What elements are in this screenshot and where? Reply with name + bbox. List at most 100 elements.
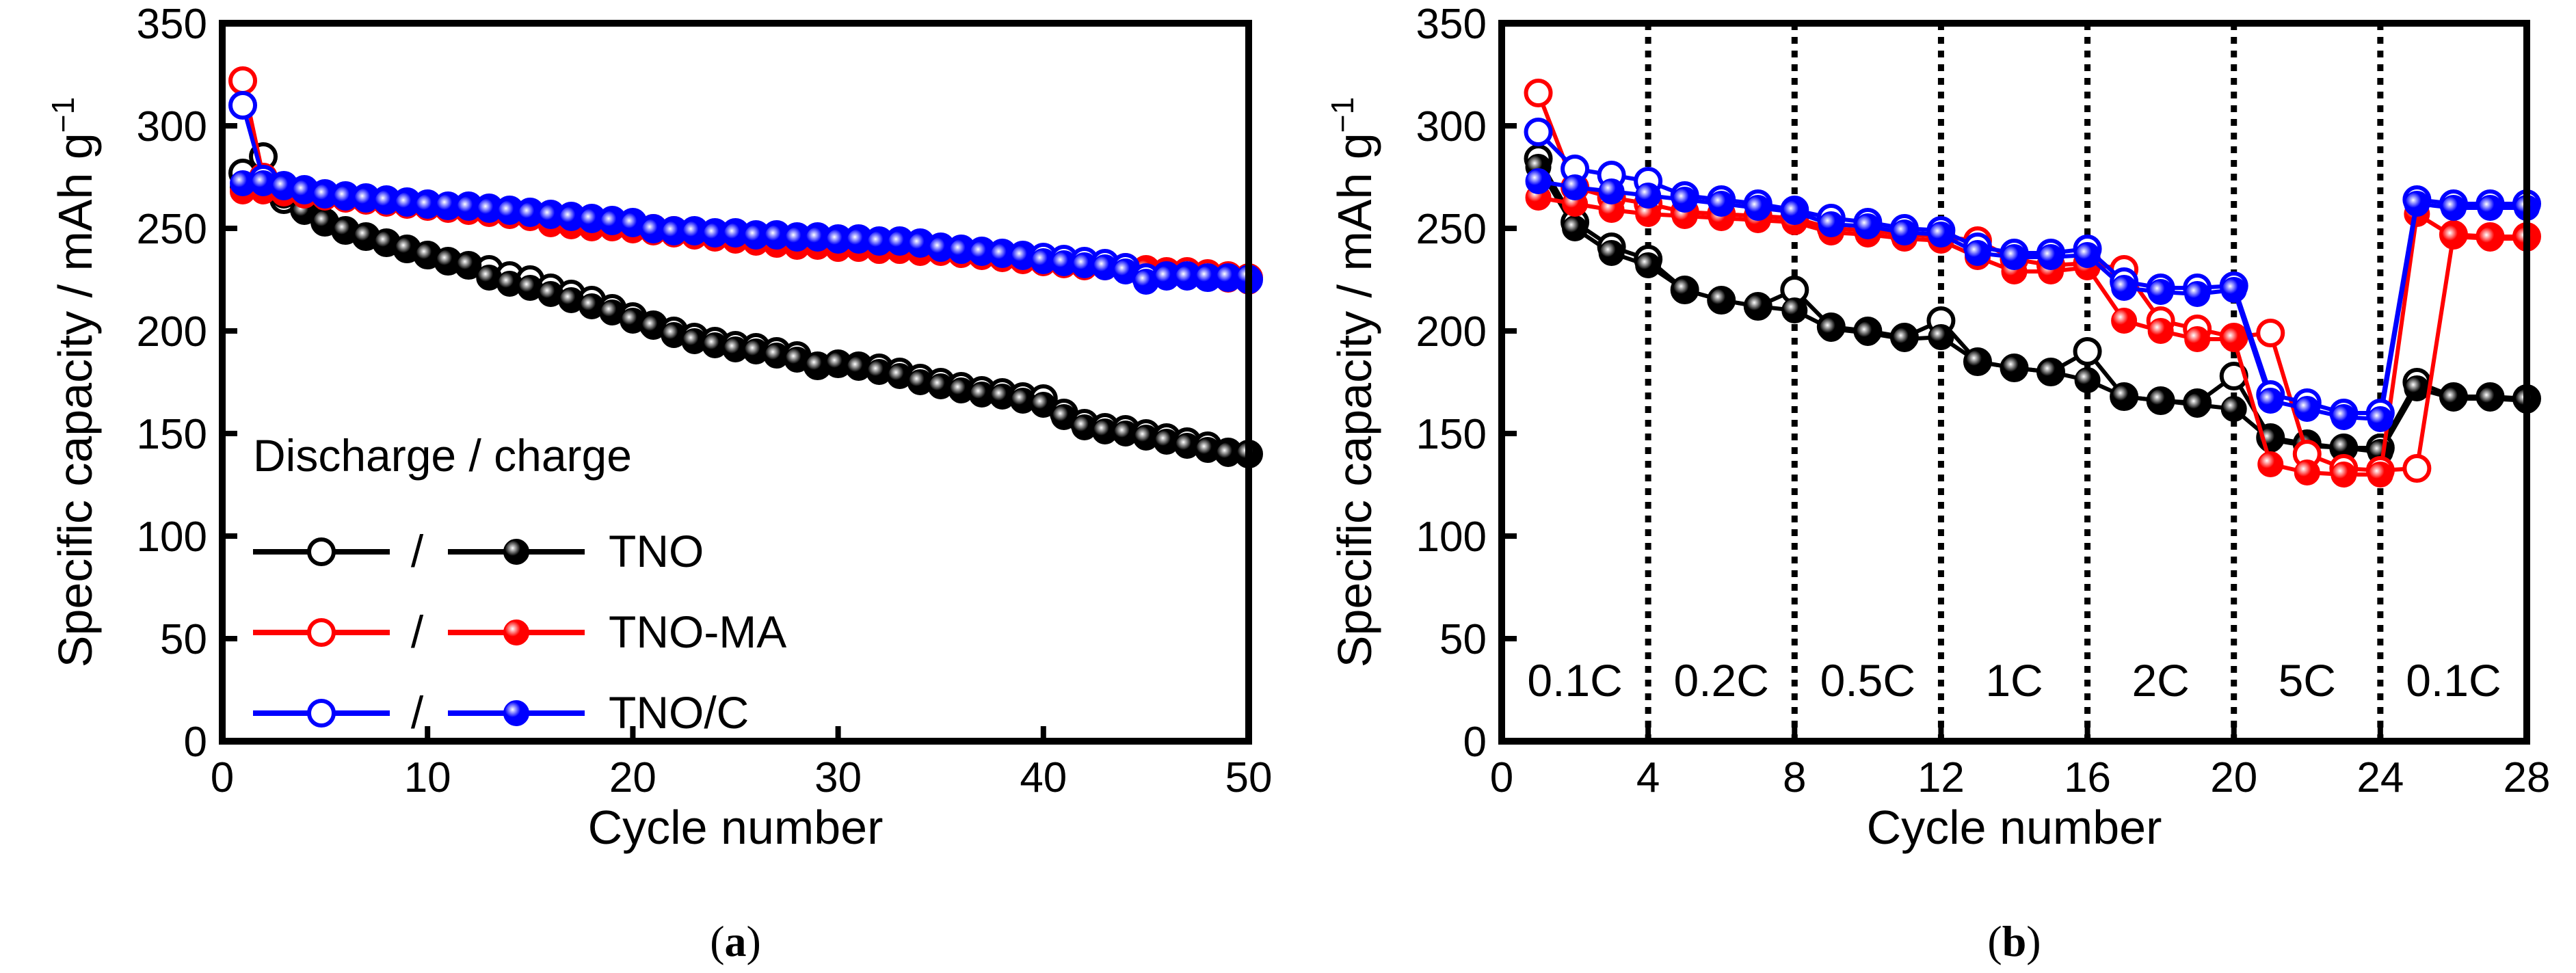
y-tick-label-2: 100 (1416, 514, 1487, 561)
point-tno-charge-8 (1781, 297, 1808, 323)
point-tno-ma-charge-21 (2257, 451, 2284, 477)
point-tno-charge-2 (1562, 215, 1589, 241)
point-tno-ma-discharge-21 (2256, 319, 2285, 347)
point-tno-c-charge-11 (1891, 219, 1917, 245)
point-tno-charge-11 (1891, 326, 1917, 352)
series-tno-ma-charge-line (1538, 196, 2527, 477)
y-tick-label-4: 200 (1416, 308, 1487, 356)
point-tno-c-charge-23 (2331, 404, 2357, 430)
legend-charge-marker (503, 700, 529, 726)
point-tno-c-charge-24 (2367, 406, 2393, 432)
point-tno-c-charge-5 (1671, 187, 1698, 213)
point-tno-ma-charge-26 (2440, 224, 2467, 250)
legend-label-tno-c: TNO/C (609, 687, 749, 738)
panel-b-y-axis-title-main: Specific capacity / mAh g (1328, 133, 1381, 667)
point-tno-charge-15 (2038, 359, 2064, 385)
panel-b-ticks: 0 4 8 12 16 20 24 28 0 50 100 150 200 250 300 350 (1416, 1, 2551, 801)
point-tno-charge-12 (455, 252, 482, 278)
point-tno-charge-10 (1855, 320, 1881, 346)
point-tno-charge-16 (2074, 367, 2101, 393)
rate-label-3: 1C (1985, 655, 2043, 706)
point-tno-charge-27 (2477, 386, 2504, 412)
x-tick-label-1: 10 (404, 754, 451, 801)
legend-discharge-marker (307, 618, 336, 647)
legend-discharge-marker (307, 699, 336, 728)
panel-a-x-axis-title: Cycle number (588, 801, 884, 854)
y-tick-label-3: 150 (137, 411, 207, 458)
point-tno-c-charge-25 (2404, 191, 2430, 217)
point-tno-charge-14 (2001, 355, 2028, 381)
y-tick-label-5: 250 (137, 206, 207, 253)
legend-charge-marker (503, 619, 529, 645)
legend-label-tno: TNO (609, 526, 704, 576)
point-tno-charge-5 (1671, 277, 1698, 303)
y-tick-label-3: 150 (1416, 411, 1487, 458)
point-tno-ma-charge-24 (2367, 462, 2393, 488)
series-tno-charge-line (1536, 165, 2527, 455)
panel-b-rate-labels: 0.1C 0.2C 0.5C 1C 2C 5C 0.1C (1527, 655, 2501, 706)
point-tno-c-charge-7 (1744, 195, 1771, 221)
panel-b-caption-letter: b (2002, 917, 2027, 965)
point-tno-c-charge-44 (1112, 258, 1139, 284)
x-tick-label-4: 16 (2064, 754, 2111, 801)
point-tno-charge-41 (1050, 404, 1077, 430)
point-tno-c-charge-1 (1525, 168, 1552, 194)
x-tick-label-0: 0 (1490, 754, 1513, 801)
point-tno-c-charge-4 (1635, 183, 1662, 209)
x-tick-label-0: 0 (211, 754, 234, 801)
point-tno-ma-charge-19 (2184, 326, 2211, 352)
point-tno-discharge-16 (2073, 337, 2102, 366)
point-tno-charge-3 (1598, 240, 1625, 266)
point-tno-ma-discharge-1 (228, 66, 258, 95)
panel-b-y-axis-title: Specific capacity / mAh g−1 (1325, 97, 1381, 667)
panel-a-ticks: 0 10 20 30 40 50 0 50 100 150 200 250 300 350 (137, 1, 1273, 801)
y-tick-label-5: 250 (1416, 206, 1487, 253)
legend-separator: / (411, 526, 424, 576)
y-tick-label-7: 350 (137, 1, 207, 48)
point-tno-c-charge-26 (2440, 195, 2467, 221)
series-tno-c-discharge-line (1537, 130, 2527, 415)
y-tick-label-4: 200 (137, 308, 207, 356)
rate-label-1: 0.2C (1674, 655, 1769, 706)
y-tick-label-2: 100 (137, 514, 207, 561)
point-tno-c-charge-12 (1928, 222, 1954, 248)
panel-a-caption: (a) (710, 917, 761, 965)
point-tno-c-charge-13 (1964, 240, 1991, 266)
x-tick-label-6: 24 (2356, 754, 2404, 801)
point-tno-c-charge-27 (2477, 195, 2504, 221)
legend-label-tno-ma: TNO-MA (609, 607, 786, 657)
point-tno-c-charge-17 (2111, 275, 2138, 301)
point-tno-charge-17 (2111, 384, 2138, 410)
y-tick-label-0: 0 (184, 719, 207, 766)
legend-entry-tno-ma: / TNO-MA (253, 607, 786, 657)
panel-a-caption-letter: a (725, 917, 747, 965)
panel-a-y-axis-title-superscript: −1 (45, 97, 81, 133)
x-tick-label-2: 20 (609, 754, 656, 801)
legend-charge-marker (503, 539, 529, 565)
point-tno-c-charge-18 (2147, 279, 2174, 305)
panel-a-marks (228, 66, 1263, 468)
point-tno-c-discharge-1 (228, 91, 258, 120)
point-tno-c-discharge-1 (1524, 118, 1553, 146)
point-tno-ma-discharge-25 (2402, 454, 2432, 483)
legend-separator: / (411, 607, 424, 657)
point-tno-charge-18 (2147, 388, 2174, 414)
legend-title: Discharge / charge (253, 430, 632, 481)
y-tick-label-1: 50 (1439, 616, 1487, 663)
rate-label-0: 0.1C (1527, 655, 1622, 706)
point-tno-charge-6 (1708, 287, 1735, 313)
point-tno-charge-19 (2184, 392, 2211, 418)
legend-separator: / (411, 687, 424, 738)
point-tno-ma-charge-18 (2147, 318, 2174, 344)
point-tno-ma-charge-27 (2477, 226, 2504, 252)
series-tno-ma-discharge-line (1536, 92, 2527, 473)
point-tno-c-charge-22 (2294, 396, 2320, 422)
point-tno-charge-26 (2440, 386, 2467, 412)
y-tick-label-6: 300 (1416, 103, 1487, 150)
panel-a-y-axis-title: Specific capacity / mAh g−1 (45, 97, 102, 667)
point-tno-charge-7 (1744, 293, 1771, 319)
panel-b-caption: (b) (1987, 917, 2041, 965)
point-tno-charge-20 (2220, 396, 2247, 422)
legend-entry-tno-c: / TNO/C (253, 687, 749, 738)
